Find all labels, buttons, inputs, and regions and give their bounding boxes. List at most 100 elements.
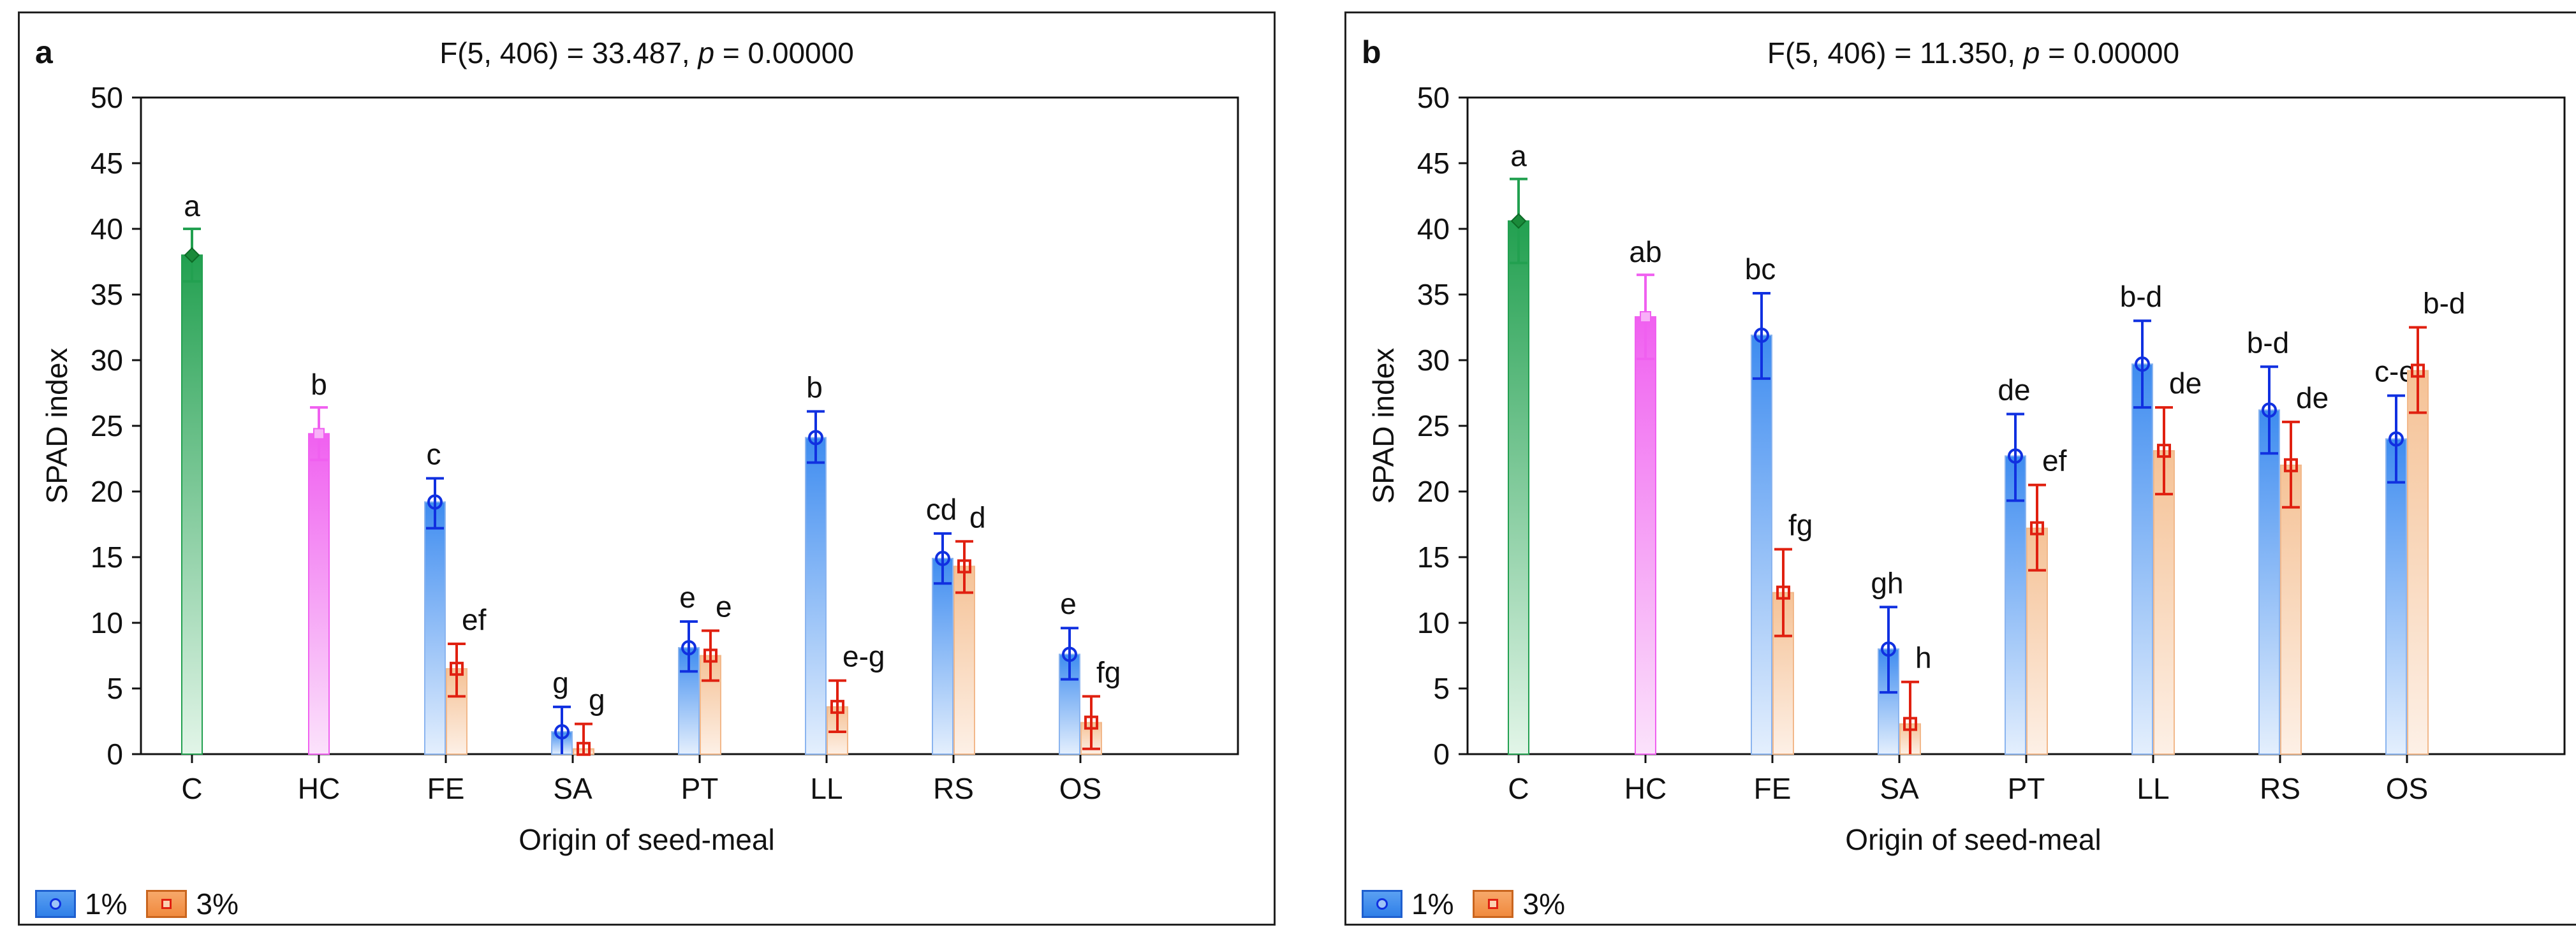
y-tick-label: 10	[1417, 606, 1450, 639]
significance-letter: b-d	[2247, 326, 2289, 359]
square-marker	[313, 428, 325, 440]
x-tick-label: HC	[298, 772, 340, 805]
y-tick-label: 20	[91, 475, 123, 508]
square-marker	[957, 559, 971, 574]
significance-letter: a	[184, 189, 200, 222]
x-tick-label: FE	[1754, 772, 1792, 805]
significance-letter: ef	[2042, 444, 2067, 477]
bar-control	[308, 433, 330, 755]
significance-letter: de	[1998, 373, 2030, 406]
legend-swatch-1pct	[35, 890, 76, 918]
x-axis-label: Origin of seed-meal	[519, 823, 774, 856]
square-marker	[1776, 585, 1790, 600]
x-tick-label: RS	[2260, 772, 2300, 805]
significance-letter: fg	[1788, 509, 1813, 542]
square-marker	[2157, 444, 2171, 458]
circle-marker	[554, 724, 570, 739]
chart-svg-a: a F(5, 406) = 33.487, p = 0.00000 0 5 10 15 20…	[35, 34, 1239, 856]
significance-letter: de	[2169, 367, 2202, 400]
significance-letter: b	[806, 370, 823, 404]
x-tick-label: C	[181, 772, 202, 805]
significance-letter: d	[969, 500, 986, 534]
legend-swatch-3pct	[1473, 890, 1514, 918]
square-marker	[2411, 363, 2425, 378]
square-marker	[703, 648, 718, 663]
bar-1pct	[2258, 409, 2280, 755]
significance-letter: b-d	[2423, 287, 2465, 320]
y-tick-label: 35	[91, 278, 123, 311]
legend-item-3pct: 3%	[146, 887, 239, 921]
square-marker	[1640, 311, 1651, 323]
significance-letter: b	[311, 368, 327, 401]
square-marker	[1084, 715, 1098, 730]
circle-marker	[1754, 327, 1769, 343]
circle-marker-icon	[50, 898, 61, 910]
panel-label: b	[1362, 34, 1381, 70]
bar-1pct	[2385, 438, 2407, 755]
bar-3pct	[1772, 592, 1794, 755]
x-tick-label: HC	[1624, 772, 1667, 805]
legend-item-1pct: 1%	[1362, 887, 1454, 921]
circle-marker-icon	[1376, 898, 1388, 910]
significance-letter: gh	[1871, 566, 1903, 599]
y-axis-label: SPAD index	[40, 348, 73, 504]
bar-3pct	[2280, 464, 2302, 755]
title-p-symbol: p	[697, 36, 715, 69]
square-marker	[2030, 521, 2044, 535]
y-tick-label: 10	[91, 606, 123, 639]
diamond-marker	[184, 247, 200, 263]
chart-svg-b: b F(5, 406) = 11.350, p = 0.00000 0 5 10 15 20…	[1362, 34, 2566, 856]
circle-marker	[681, 640, 696, 656]
circle-marker	[2388, 431, 2404, 447]
y-tick-label: 35	[1417, 278, 1450, 311]
x-tick-label: OS	[1059, 772, 1101, 805]
circle-marker	[808, 430, 823, 446]
y-tick-label: 40	[1417, 212, 1450, 245]
significance-letter: e	[716, 590, 732, 623]
square-marker-icon	[161, 899, 172, 909]
legend-label-3pct: 3%	[1522, 887, 1565, 921]
legend-swatch-1pct	[1362, 890, 1402, 918]
significance-letter: a	[1510, 140, 1527, 173]
y-tick-label: 30	[1417, 344, 1450, 377]
bar-3pct	[953, 565, 975, 755]
y-axis-label: SPAD index	[1367, 348, 1400, 504]
legend-label-1pct: 1%	[1411, 887, 1454, 921]
bar-1pct	[424, 501, 446, 755]
significance-letter: b-d	[2120, 280, 2162, 313]
x-tick-label: PT	[2008, 772, 2045, 805]
significance-letter: e	[679, 581, 696, 614]
bar-control	[1508, 220, 1529, 755]
diamond-marker	[1510, 213, 1527, 229]
panel-label: a	[35, 34, 54, 70]
legend-a: 1% 3%	[35, 887, 249, 921]
title-text: F(5, 406) = 33.487,	[439, 36, 698, 69]
x-tick-label: SA	[1880, 772, 1919, 805]
square-marker	[577, 741, 591, 756]
y-tick-label: 45	[91, 147, 123, 180]
significance-letter: g	[552, 666, 569, 699]
significance-letter: e-g	[843, 640, 885, 673]
bar-control	[181, 254, 203, 755]
y-tick-label: 15	[91, 541, 123, 574]
title-text: F(5, 406) = 11.350,	[1767, 36, 2024, 69]
y-tick-label: 0	[1433, 738, 1450, 771]
y-tick-label: 25	[91, 409, 123, 442]
bar-3pct	[2153, 450, 2175, 755]
significance-letter: ab	[1629, 235, 1661, 268]
x-axis-label: Origin of seed-meal	[1845, 823, 2101, 856]
legend-label-1pct: 1%	[85, 887, 128, 921]
significance-letter: cd	[926, 493, 957, 526]
circle-marker	[2008, 448, 2023, 464]
bar-control	[1635, 316, 1656, 755]
x-tick-label: LL	[2137, 772, 2169, 805]
significance-letter: h	[1915, 641, 1932, 674]
square-marker	[1903, 717, 1917, 731]
y-tick-label: 40	[91, 212, 123, 245]
title-p-symbol: p	[2022, 36, 2040, 69]
significance-letter: de	[2296, 381, 2329, 414]
circle-marker	[935, 551, 950, 567]
circle-marker	[1062, 646, 1077, 662]
y-tick-label: 0	[107, 738, 123, 771]
legend-item-3pct: 3%	[1473, 887, 1565, 921]
